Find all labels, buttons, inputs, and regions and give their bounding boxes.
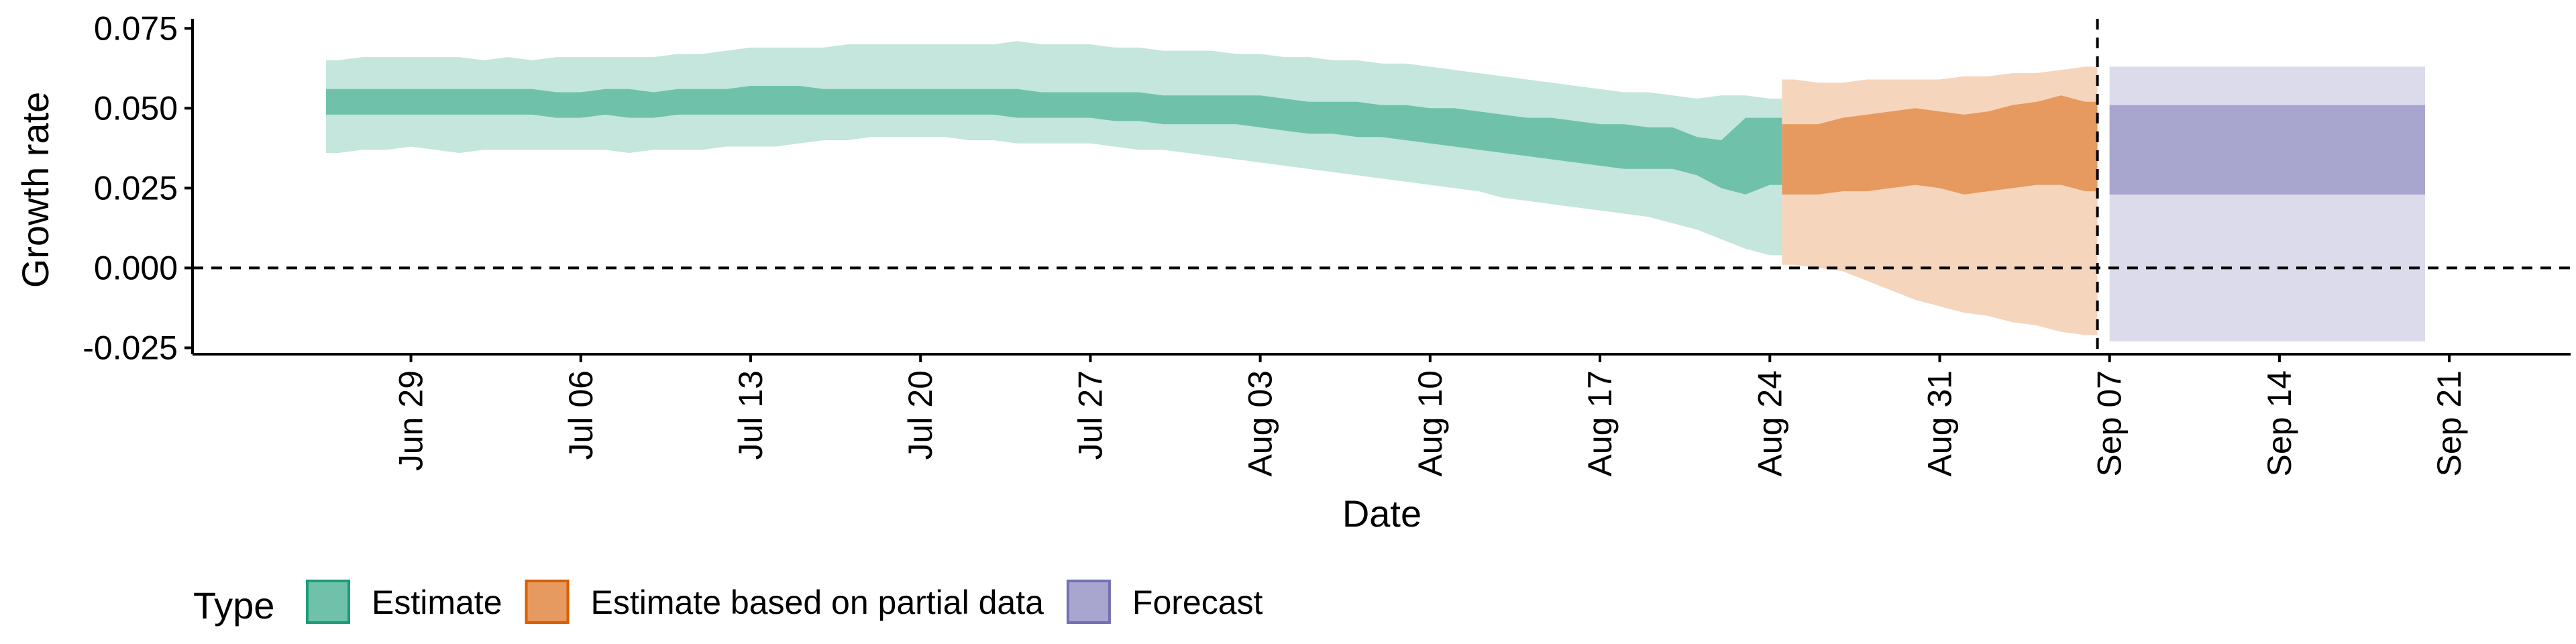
reference-lines xyxy=(193,19,2571,354)
legend-label-estimate-based-on-partial-data: Estimate based on partial data xyxy=(591,584,1044,621)
x-tick-label: Aug 03 xyxy=(1242,370,1279,476)
x-tick-label: Sep 14 xyxy=(2261,370,2298,476)
legend-items: Estimate Estimate based on partial data Fo… xyxy=(306,580,1263,624)
forecast-band-50 xyxy=(2109,105,2425,195)
y-tick-label: 0.075 xyxy=(94,9,178,47)
plot-bands xyxy=(326,41,2425,342)
x-tick-label: Jul 13 xyxy=(732,370,769,460)
y-axis-title: Growth rate xyxy=(14,92,56,288)
x-tick-label: Aug 10 xyxy=(1411,370,1449,476)
x-tick-label: Jul 06 xyxy=(562,370,600,460)
legend-swatch-forecast xyxy=(1066,580,1111,624)
x-tick-label: Jun 29 xyxy=(392,370,430,471)
legend-label-estimate: Estimate xyxy=(372,584,502,621)
y-tick-label: 0.050 xyxy=(94,89,178,127)
legend-label-forecast: Forecast xyxy=(1132,584,1263,621)
x-tick-label: Jul 20 xyxy=(902,370,939,460)
x-tick-label: Sep 07 xyxy=(2091,370,2129,476)
x-tick-label: Aug 24 xyxy=(1751,370,1788,476)
y-axis-ticks: -0.025 0.000 0.025 0.050 0.075 xyxy=(83,9,193,366)
axes xyxy=(191,19,2571,356)
x-axis-ticks: Jun 29 Jul 06 Jul 13 Jul 20 Jul 27 Aug 03 Aug … xyxy=(392,354,2468,476)
x-tick-label: Aug 31 xyxy=(1921,370,1959,476)
legend-swatch-estimate-based-on-partial-data xyxy=(525,580,570,624)
x-axis-title: Date xyxy=(1342,492,1421,535)
y-tick-label: 0.025 xyxy=(94,169,178,207)
legend-title: Type xyxy=(193,584,274,627)
y-tick-label: 0.000 xyxy=(94,249,178,286)
x-tick-label: Aug 17 xyxy=(1581,370,1619,476)
x-tick-label: Sep 21 xyxy=(2430,370,2468,476)
legend: Type Estimate Estimate based on partial d… xyxy=(193,580,1263,627)
x-tick-label: Jul 27 xyxy=(1071,370,1109,460)
y-tick-label: -0.025 xyxy=(83,329,178,366)
estimate-band-50 xyxy=(326,86,1782,195)
estimate-based-on-partial-data-band-50 xyxy=(1782,95,2098,195)
legend-swatch-estimate xyxy=(306,580,350,624)
